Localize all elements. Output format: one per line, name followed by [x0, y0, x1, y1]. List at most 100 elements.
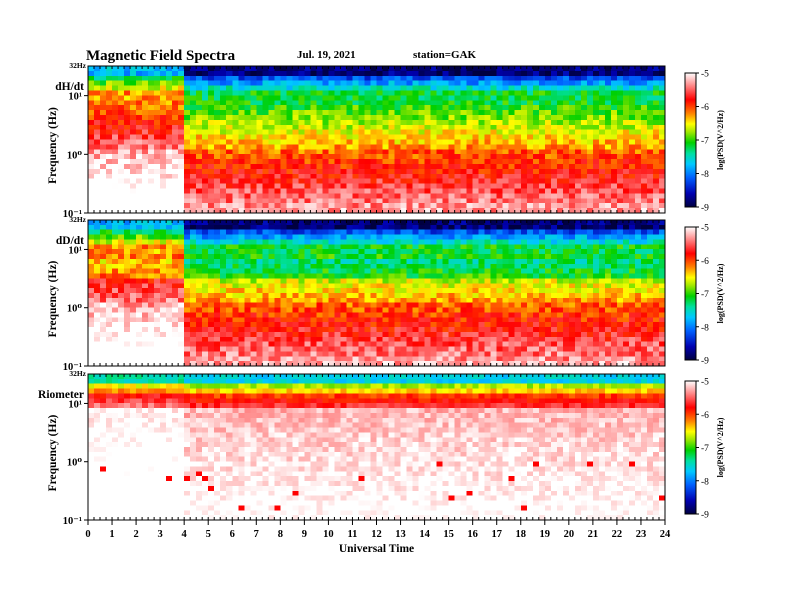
heatmap-cell	[250, 168, 257, 175]
heatmap-cell	[394, 100, 402, 106]
heatmap-cell	[322, 95, 330, 101]
heatmap-cell	[220, 144, 227, 150]
heatmap-cell	[490, 239, 498, 245]
heatmap-cell	[202, 183, 209, 190]
heatmap-cell	[640, 85, 648, 92]
heatmap-cell	[406, 273, 414, 279]
heatmap-cell	[652, 203, 660, 209]
heatmap-cell	[166, 119, 173, 126]
heatmap-cell	[556, 239, 564, 245]
heatmap-cell	[388, 208, 396, 214]
heatmap-cell	[88, 220, 95, 226]
heatmap-cell	[316, 124, 324, 131]
heatmap-cell	[310, 273, 317, 279]
heatmap-cell	[292, 129, 299, 136]
heatmap-cell	[118, 273, 125, 279]
heatmap-cell	[514, 80, 522, 87]
heatmap-cell	[406, 159, 414, 165]
heatmap-cell	[298, 283, 305, 289]
heatmap-cell	[154, 149, 161, 155]
heatmap-cell	[490, 168, 498, 175]
heatmap-cell	[658, 164, 666, 170]
heatmap-cell	[274, 198, 281, 204]
heatmap-cell	[214, 263, 221, 270]
heatmap-cell	[490, 164, 498, 170]
heatmap-cell	[262, 178, 269, 185]
heatmap-cell	[352, 119, 360, 126]
heatmap-cell	[502, 154, 510, 160]
heatmap-cell	[634, 278, 642, 284]
heatmap-cell	[94, 224, 101, 231]
heatmap-cell	[430, 188, 438, 194]
heatmap-cell	[640, 198, 648, 204]
heatmap-cell	[334, 139, 342, 145]
heatmap-cell	[556, 193, 564, 199]
heatmap-cell	[130, 198, 137, 204]
heatmap-cell	[622, 220, 630, 226]
heatmap-cell	[94, 249, 101, 255]
heatmap-cell	[298, 85, 305, 92]
heatmap-cell	[574, 80, 582, 87]
heatmap-cell	[526, 144, 534, 150]
heatmap-cell	[556, 283, 564, 289]
heatmap-cell	[274, 124, 281, 131]
heatmap-cell	[136, 183, 143, 190]
heatmap-cell	[550, 95, 558, 101]
heatmap-cell	[340, 173, 348, 180]
heatmap-cell	[550, 75, 558, 82]
heatmap-cell	[478, 273, 486, 279]
heatmap-cell	[628, 229, 636, 236]
heatmap-cell	[424, 203, 432, 209]
heatmap-cell	[304, 66, 311, 72]
heatmap-cell	[346, 198, 354, 204]
heatmap-cell	[94, 312, 101, 318]
heatmap-cell	[220, 288, 227, 294]
heatmap-cell	[574, 183, 582, 190]
heatmap-cell	[646, 283, 654, 289]
heatmap-cell	[340, 115, 348, 121]
heatmap-cell	[280, 149, 287, 155]
heatmap-cell	[652, 249, 660, 255]
heatmap-cell	[502, 164, 510, 170]
heatmap-cell	[244, 283, 251, 289]
heatmap-cell	[616, 95, 624, 101]
heatmap-cell	[652, 90, 660, 96]
heatmap-cell	[250, 124, 257, 131]
heatmap-cell	[370, 254, 378, 260]
heatmap-cell	[556, 149, 564, 155]
heatmap-cell	[346, 312, 354, 318]
heatmap-cell	[568, 302, 576, 309]
heatmap-cell	[286, 115, 293, 121]
heatmap-cell	[268, 66, 275, 72]
heatmap-cell	[130, 297, 137, 304]
heatmap-cell	[466, 254, 474, 260]
heatmap-cell	[364, 193, 372, 199]
heatmap-cell	[586, 273, 594, 279]
heatmap-cell	[514, 134, 522, 141]
heatmap-cell	[496, 258, 504, 265]
heatmap-cell	[166, 124, 173, 131]
heatmap-cell	[616, 66, 624, 72]
heatmap-cell	[250, 297, 257, 304]
heatmap-cell	[484, 159, 492, 165]
heatmap-cell	[646, 149, 654, 155]
heatmap-cell	[346, 220, 354, 226]
heatmap-cell	[388, 90, 396, 96]
heatmap-cell	[502, 75, 510, 82]
heatmap-cell	[292, 193, 299, 199]
heatmap-cell	[418, 115, 426, 121]
heatmap-cell	[424, 263, 432, 270]
heatmap-cell	[526, 105, 534, 111]
heatmap-cell	[304, 193, 311, 199]
heatmap-cell	[160, 70, 167, 77]
heatmap-cell	[382, 234, 390, 241]
heatmap-cell	[100, 220, 107, 226]
heatmap-cell	[538, 203, 546, 209]
heatmap-cell	[250, 307, 257, 314]
heatmap-cell	[442, 178, 450, 185]
heatmap-cell	[442, 278, 450, 284]
heatmap-cell	[244, 297, 251, 304]
heatmap-cell	[454, 193, 462, 199]
heatmap-cell	[202, 164, 209, 170]
heatmap-cell	[256, 124, 263, 131]
